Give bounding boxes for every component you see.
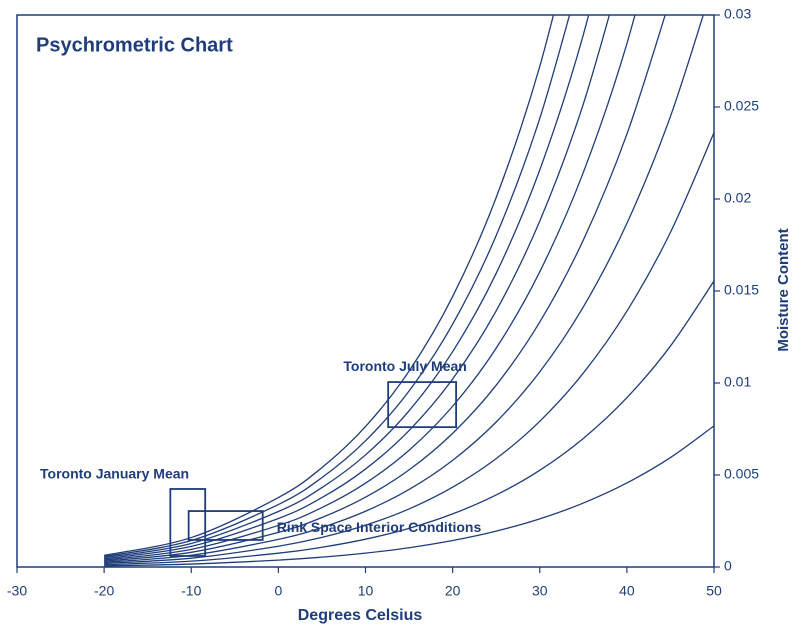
y-tick-label: 0.005 [724,466,759,482]
y-tick-label: 0.03 [724,6,751,22]
region-box [387,381,458,429]
x-tick-label: -30 [7,583,27,599]
y-tick-label: 0.025 [724,98,759,114]
rh-curve [104,280,714,566]
region-label: Toronto January Mean [40,466,189,482]
rh-curve [104,425,714,567]
x-tick-label: 30 [532,583,548,599]
rh-curve [104,132,714,565]
region-box [187,510,264,541]
chart-title: Psychrometric Chart [36,34,233,56]
x-tick-label: 20 [445,583,461,599]
x-tick-label: 40 [619,583,635,599]
rh-curve [104,15,590,559]
curves [103,15,714,567]
y-axis-label: Moisture Content [775,228,792,351]
x-tick-label: -20 [94,583,114,599]
rh-curve [104,15,611,560]
x-tick-label: -10 [181,583,201,599]
rh-curve [104,15,571,558]
region-box [169,488,207,557]
rh-curve [104,15,704,563]
x-axis-label: Degrees Celsius [298,607,423,624]
region-label: Toronto July Mean [343,358,466,374]
y-tick-label: 0 [724,558,732,574]
x-tick-label: 0 [274,583,282,599]
rh-curve [104,15,636,561]
y-tick-label: 0.01 [724,374,751,390]
y-tick-label: 0.015 [724,282,759,298]
rh-curve [103,15,555,556]
y-tick-label: 0.02 [724,190,751,206]
x-tick-label: 10 [358,583,374,599]
region-label: Rink Space Interior Conditions [277,519,482,535]
x-tick-label: 50 [706,583,722,599]
